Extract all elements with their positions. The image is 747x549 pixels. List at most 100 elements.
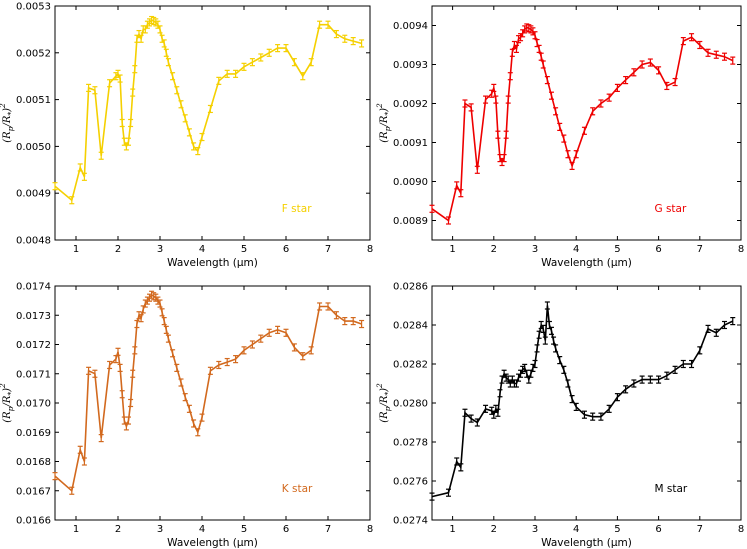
data-point [647, 375, 653, 384]
data-point [581, 410, 587, 419]
data-point [275, 325, 281, 334]
x-tick-label: 5 [614, 524, 620, 535]
data-point [713, 328, 719, 337]
data-point [81, 172, 87, 181]
data-point [186, 128, 192, 137]
data-point [474, 165, 480, 174]
data-point [182, 393, 188, 402]
x-tick-label: 8 [738, 524, 744, 535]
data-point [573, 150, 579, 159]
data-point [174, 86, 180, 95]
x-tick-label: 6 [655, 524, 661, 535]
data-point [170, 72, 176, 81]
y-tick-label: 0.0274 [393, 516, 428, 527]
star-type-annotation: M star [654, 483, 687, 495]
data-point [639, 375, 645, 384]
data-point [98, 151, 104, 160]
data-point [134, 319, 140, 329]
data-point [672, 77, 678, 87]
star-type-annotation: G star [654, 203, 686, 215]
data-point [590, 107, 596, 116]
data-point [258, 53, 264, 62]
data-point [266, 48, 272, 57]
data-point [542, 336, 548, 345]
series-line [54, 293, 362, 493]
data-point [639, 60, 645, 69]
series-line [54, 19, 362, 202]
data-point [350, 317, 356, 326]
y-tick-label: 0.0050 [16, 142, 51, 153]
data-point [513, 44, 519, 54]
data-point [536, 330, 542, 339]
data-point [249, 340, 255, 349]
data-point [159, 308, 165, 317]
data-point [664, 371, 670, 380]
data-point [342, 34, 348, 43]
data-point [656, 66, 662, 75]
data-point [557, 356, 563, 365]
series-line [431, 305, 734, 498]
data-point [493, 95, 499, 104]
data-point [224, 69, 230, 78]
data-point [445, 488, 451, 497]
data-point [569, 161, 575, 170]
data-point [333, 29, 339, 39]
data-point [536, 44, 542, 54]
data-point [233, 69, 239, 78]
data-point [722, 320, 728, 330]
x-tick-label: 4 [573, 244, 579, 255]
data-point [115, 347, 121, 356]
data-point [548, 91, 554, 100]
data-point [569, 395, 575, 404]
y-tick-label: 0.0089 [393, 216, 428, 227]
y-tick-label: 0.0051 [16, 95, 51, 106]
data-point [258, 334, 264, 343]
data-point [117, 363, 123, 372]
data-point [191, 419, 197, 428]
y-tick-label: 0.0170 [16, 399, 51, 410]
x-tick-label: 1 [449, 524, 455, 535]
panel-m-star: 1 2 3 4 5 6 7 8 0.0274 0.0276 0.0278 0.0280 0.0282 0.… [375, 282, 744, 549]
data-point [557, 122, 563, 131]
data-point [77, 163, 83, 172]
data-point [561, 134, 567, 143]
data-point [458, 463, 464, 472]
data-point [283, 44, 289, 53]
y-tick-label: 0.0286 [393, 282, 428, 293]
y-tick-label: 0.0168 [16, 457, 51, 468]
data-point [92, 369, 98, 378]
data-point [178, 378, 184, 387]
data-point [505, 95, 511, 104]
panel-k-star: 1 2 3 4 5 6 7 8 0.0166 0.0167 0.0168 0.0169 0.0170 0.… [0, 282, 373, 549]
data-point [291, 343, 297, 352]
data-point [495, 408, 501, 417]
x-axis-label: Wavelength (μm) [541, 257, 632, 269]
data-point [163, 325, 169, 334]
y-tick-label: 0.0169 [16, 428, 51, 439]
data-point [561, 365, 567, 374]
data-point [680, 36, 686, 46]
data-point [317, 20, 323, 29]
data-point [730, 317, 736, 326]
plot-frame [54, 5, 371, 241]
x-tick-label: 6 [283, 244, 289, 255]
y-tick-label: 0.0171 [16, 369, 51, 380]
data-point [573, 402, 579, 411]
panel-g-star: 1 2 3 4 5 6 7 8 0.0089 0.0090 0.0091 0.0092 0.0093 0.… [375, 5, 744, 269]
y-tick-label: 0.0166 [16, 516, 51, 527]
data-point [689, 359, 695, 369]
y-tick-label: 0.0048 [16, 236, 51, 247]
data-point [119, 118, 125, 128]
y-tick-label: 0.0172 [16, 340, 51, 351]
y-tick-label: 0.0174 [16, 282, 51, 293]
data-point [86, 366, 92, 375]
data-point [468, 103, 474, 112]
data-point [705, 48, 711, 57]
y-tick-label: 0.0276 [393, 477, 428, 488]
data-point [325, 302, 331, 311]
y-tick-label: 0.0094 [393, 21, 428, 32]
data-point [462, 408, 468, 417]
data-point [359, 319, 365, 329]
data-point [199, 413, 205, 422]
